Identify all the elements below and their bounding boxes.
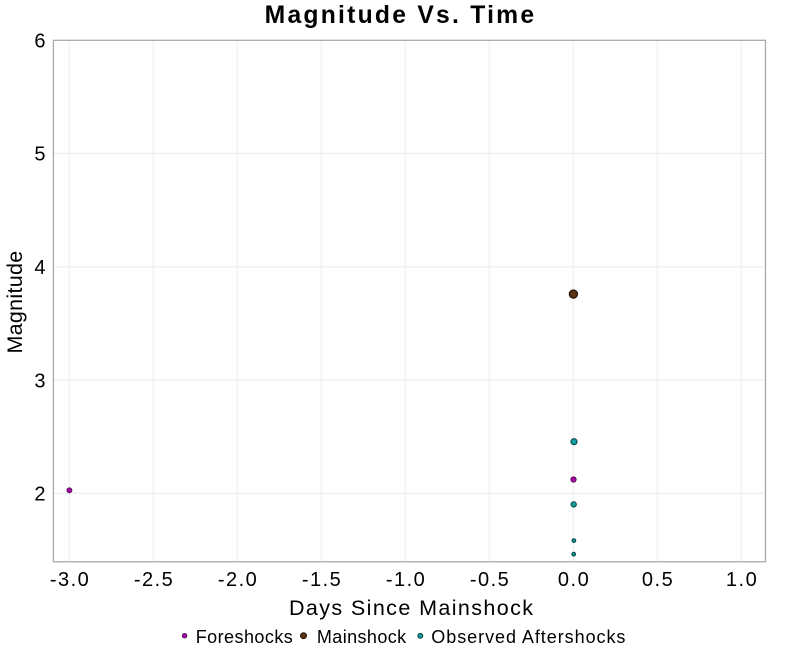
svg-text:-1.0: -1.0 (386, 569, 426, 591)
svg-text:0.0: 0.0 (558, 569, 590, 591)
svg-text:2: 2 (34, 484, 45, 506)
svg-text:Mainshock: Mainshock (317, 627, 407, 647)
svg-text:-2.0: -2.0 (218, 569, 258, 591)
svg-text:Days Since Mainshock: Days Since Mainshock (289, 596, 534, 620)
svg-text:0.5: 0.5 (642, 569, 674, 591)
svg-text:-3.0: -3.0 (50, 569, 90, 591)
svg-text:5: 5 (34, 144, 45, 166)
svg-text:Observed Aftershocks: Observed Aftershocks (431, 627, 626, 647)
svg-text:1.0: 1.0 (726, 569, 758, 591)
svg-text:Magnitude: Magnitude (3, 250, 27, 353)
svg-text:-0.5: -0.5 (470, 569, 510, 591)
svg-text:4: 4 (34, 257, 45, 279)
svg-text:-1.5: -1.5 (302, 569, 342, 591)
svg-text:3: 3 (34, 370, 45, 392)
svg-text:Foreshocks: Foreshocks (196, 627, 294, 647)
svg-text:-2.5: -2.5 (134, 569, 174, 591)
svg-text:Magnitude Vs. Time: Magnitude Vs. Time (265, 2, 537, 29)
svg-text:6: 6 (34, 30, 45, 52)
